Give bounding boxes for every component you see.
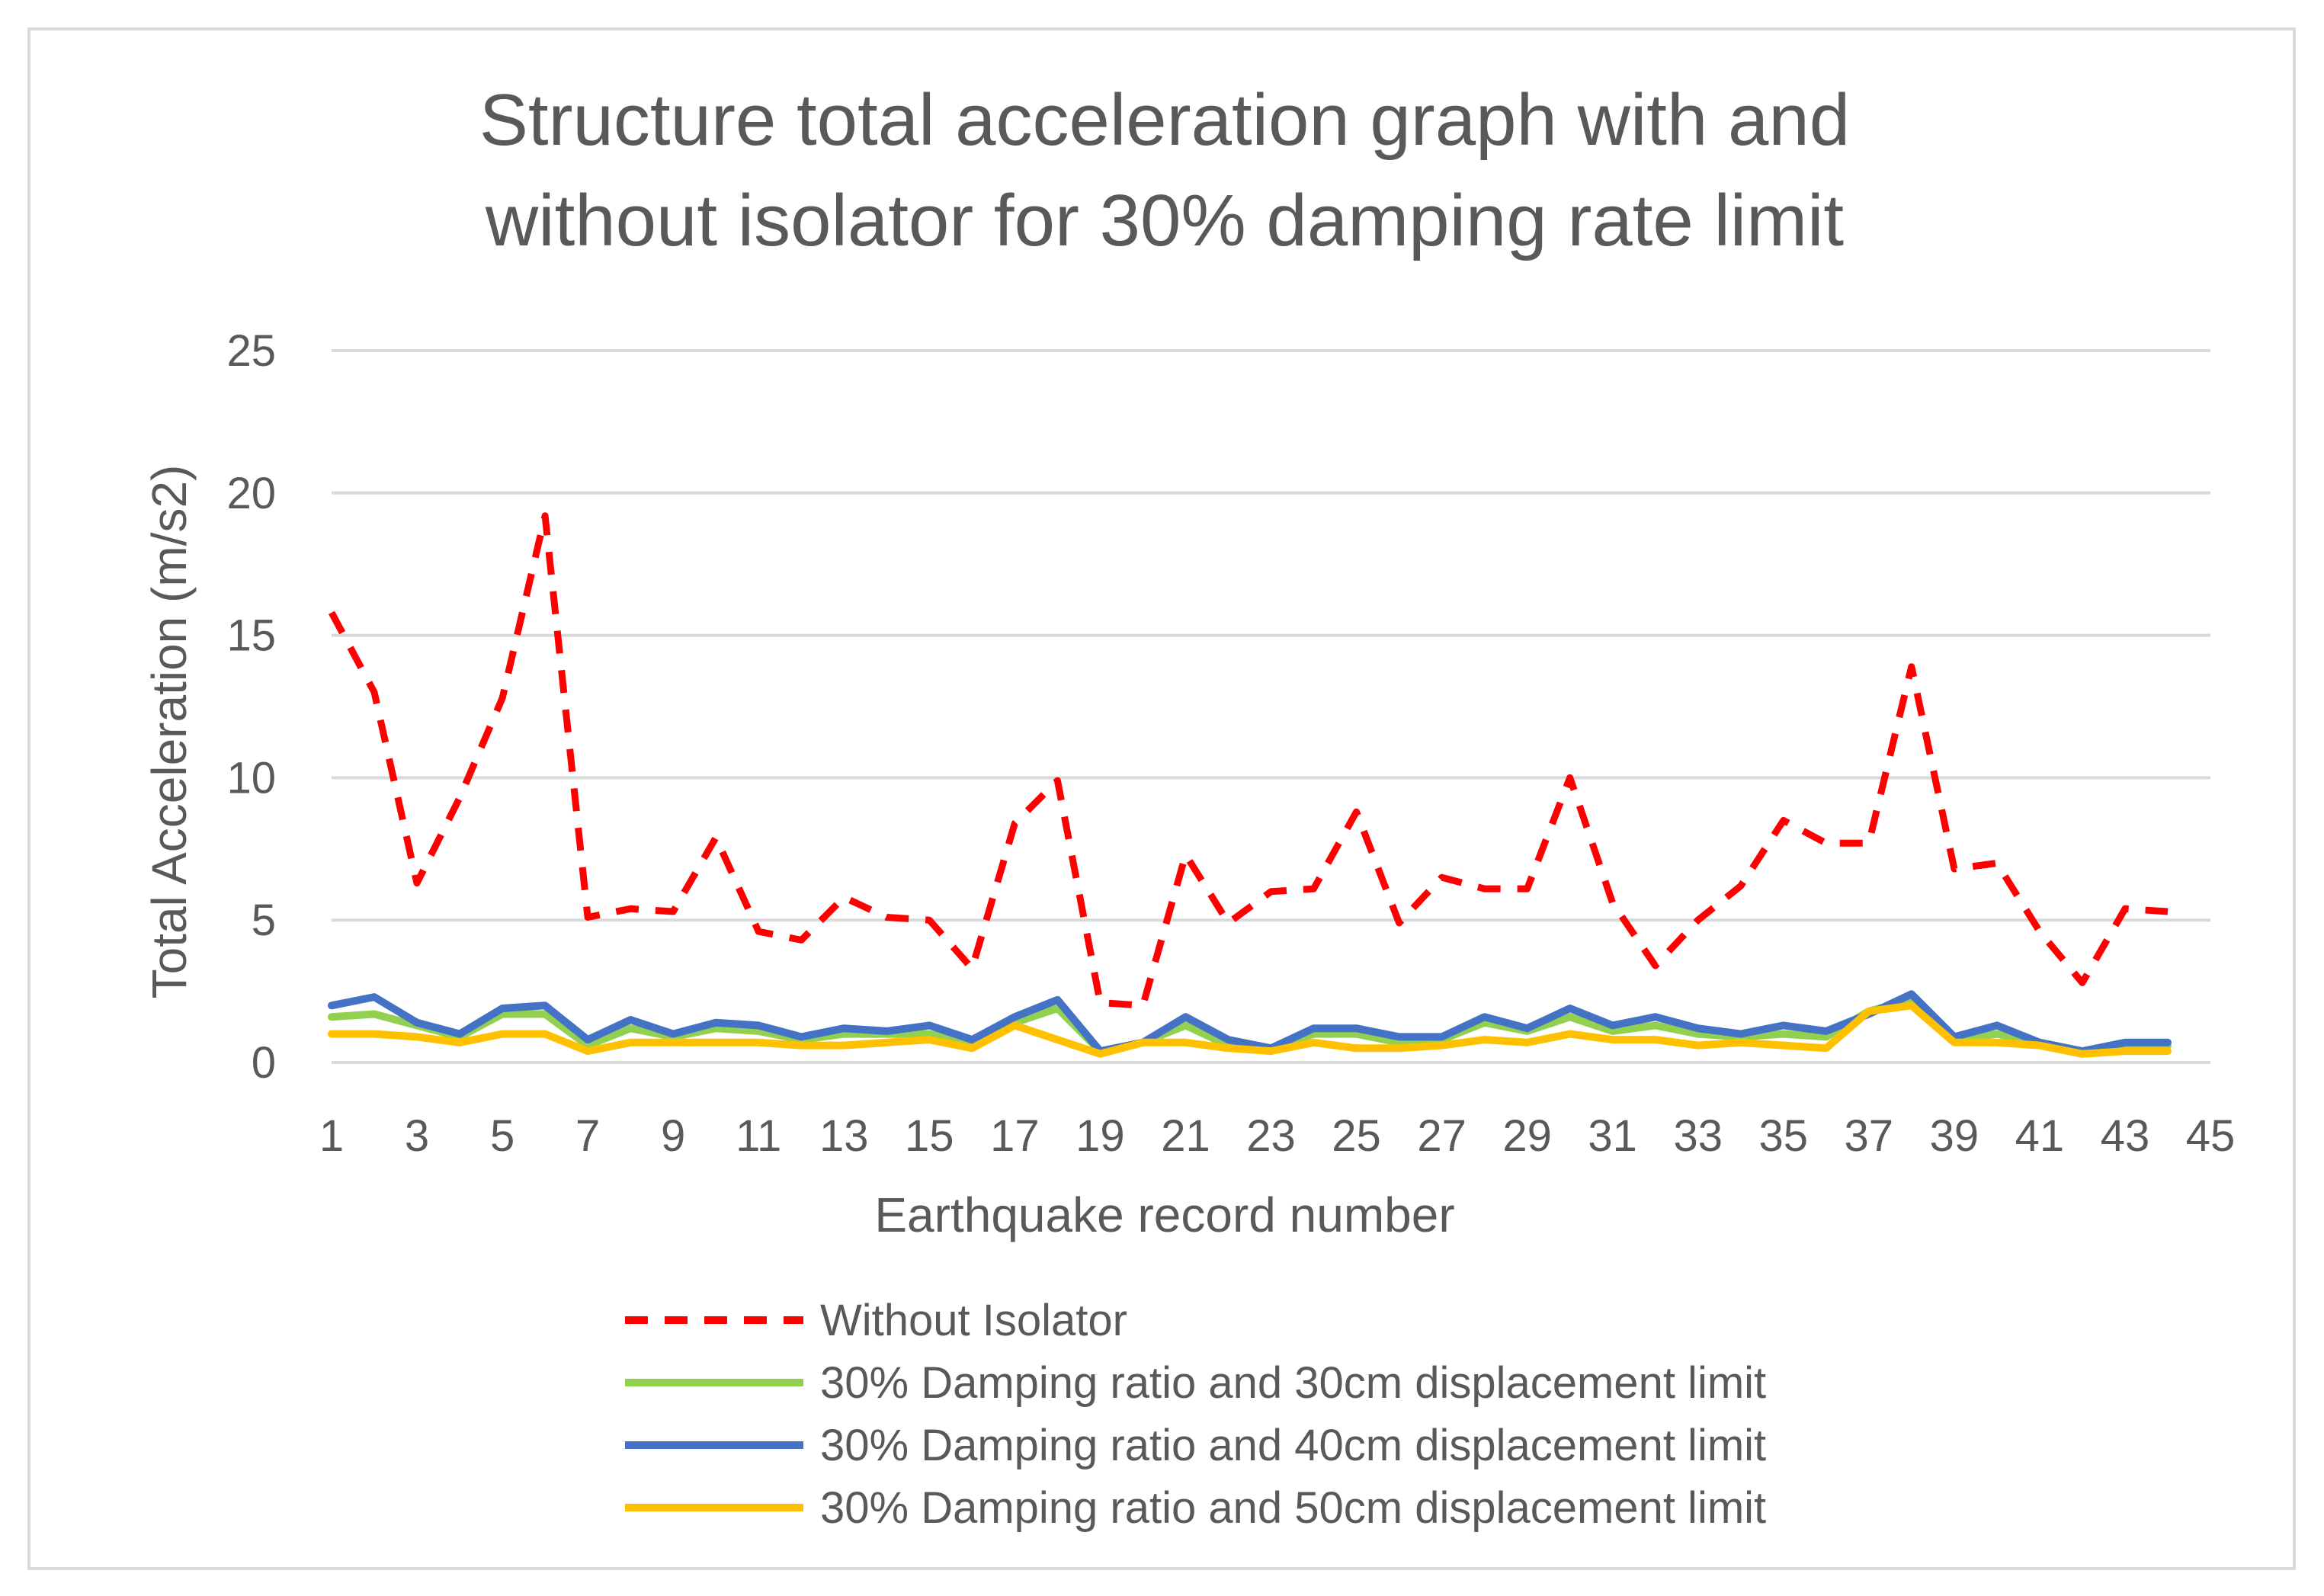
- legend-label-4: 30% Damping ratio and 50cm displacement …: [820, 1483, 1766, 1533]
- x-tick-label: 33: [1673, 1111, 1723, 1161]
- y-tick-label: 15: [226, 611, 276, 661]
- x-tick-label: 37: [1845, 1111, 1894, 1161]
- x-axis-title: Earthquake record number: [874, 1187, 1454, 1242]
- x-tick-label: 1: [319, 1111, 344, 1161]
- x-tick-label: 39: [1930, 1111, 1979, 1161]
- x-tick-label: 43: [2101, 1111, 2150, 1161]
- y-tick-label: 25: [226, 326, 276, 376]
- y-tick-label: 10: [226, 753, 276, 803]
- x-tick-label: 25: [1332, 1111, 1381, 1161]
- x-tick-label: 15: [905, 1111, 954, 1161]
- x-tick-label: 27: [1417, 1111, 1467, 1161]
- chart-frame: Structure total acceleration graph with …: [27, 27, 2296, 1570]
- x-axis-ticks: 1 3 5 7 9 11 13 15 17 19 21 23 25 27 29 31 33 35 37 39 41 43 4…: [319, 1111, 2235, 1161]
- x-tick-label: 23: [1246, 1111, 1296, 1161]
- x-tick-label: 31: [1588, 1111, 1637, 1161]
- x-tick-label: 45: [2186, 1111, 2236, 1161]
- y-axis-ticks: 0 5 10 15 20 25: [226, 326, 276, 1088]
- x-tick-label: 5: [490, 1111, 514, 1161]
- legend-label-1: Without Isolator: [820, 1296, 1127, 1345]
- x-tick-label: 11: [736, 1111, 781, 1161]
- x-tick-label: 9: [661, 1111, 685, 1161]
- chart-title-line-2: without isolator for 30% damping rate li…: [485, 180, 1844, 261]
- series-line-3: [328, 990, 2172, 1056]
- series-line-1: [329, 512, 2169, 1009]
- y-tick-label: 5: [252, 896, 276, 945]
- x-tick-label: 13: [819, 1111, 869, 1161]
- y-tick-label: 0: [252, 1038, 276, 1088]
- x-tick-label: 29: [1502, 1111, 1552, 1161]
- x-tick-label: 41: [2015, 1111, 2065, 1161]
- x-tick-label: 35: [1759, 1111, 1809, 1161]
- x-tick-label: 3: [405, 1111, 429, 1161]
- x-tick-label: 7: [575, 1111, 600, 1161]
- series-lines: [328, 512, 2172, 1058]
- y-tick-label: 20: [226, 469, 276, 518]
- gridlines: [332, 349, 2210, 1064]
- legend-label-3: 30% Damping ratio and 40cm displacement …: [820, 1421, 1766, 1470]
- x-tick-label: 21: [1161, 1111, 1210, 1161]
- legend-label-2: 30% Damping ratio and 30cm displacement …: [820, 1358, 1766, 1408]
- chart-title-line-1: Structure total acceleration graph with …: [479, 79, 1850, 161]
- series-line-4: [328, 1002, 2172, 1058]
- x-tick-label: 19: [1075, 1111, 1125, 1161]
- x-tick-label: 17: [990, 1111, 1040, 1161]
- y-axis-title: Total Acceleration (m/s2): [142, 465, 197, 999]
- chart-canvas: Structure total acceleration graph with …: [142, 79, 2235, 1533]
- legend: Without Isolator 30% Damping ratio and 30…: [625, 1296, 1766, 1533]
